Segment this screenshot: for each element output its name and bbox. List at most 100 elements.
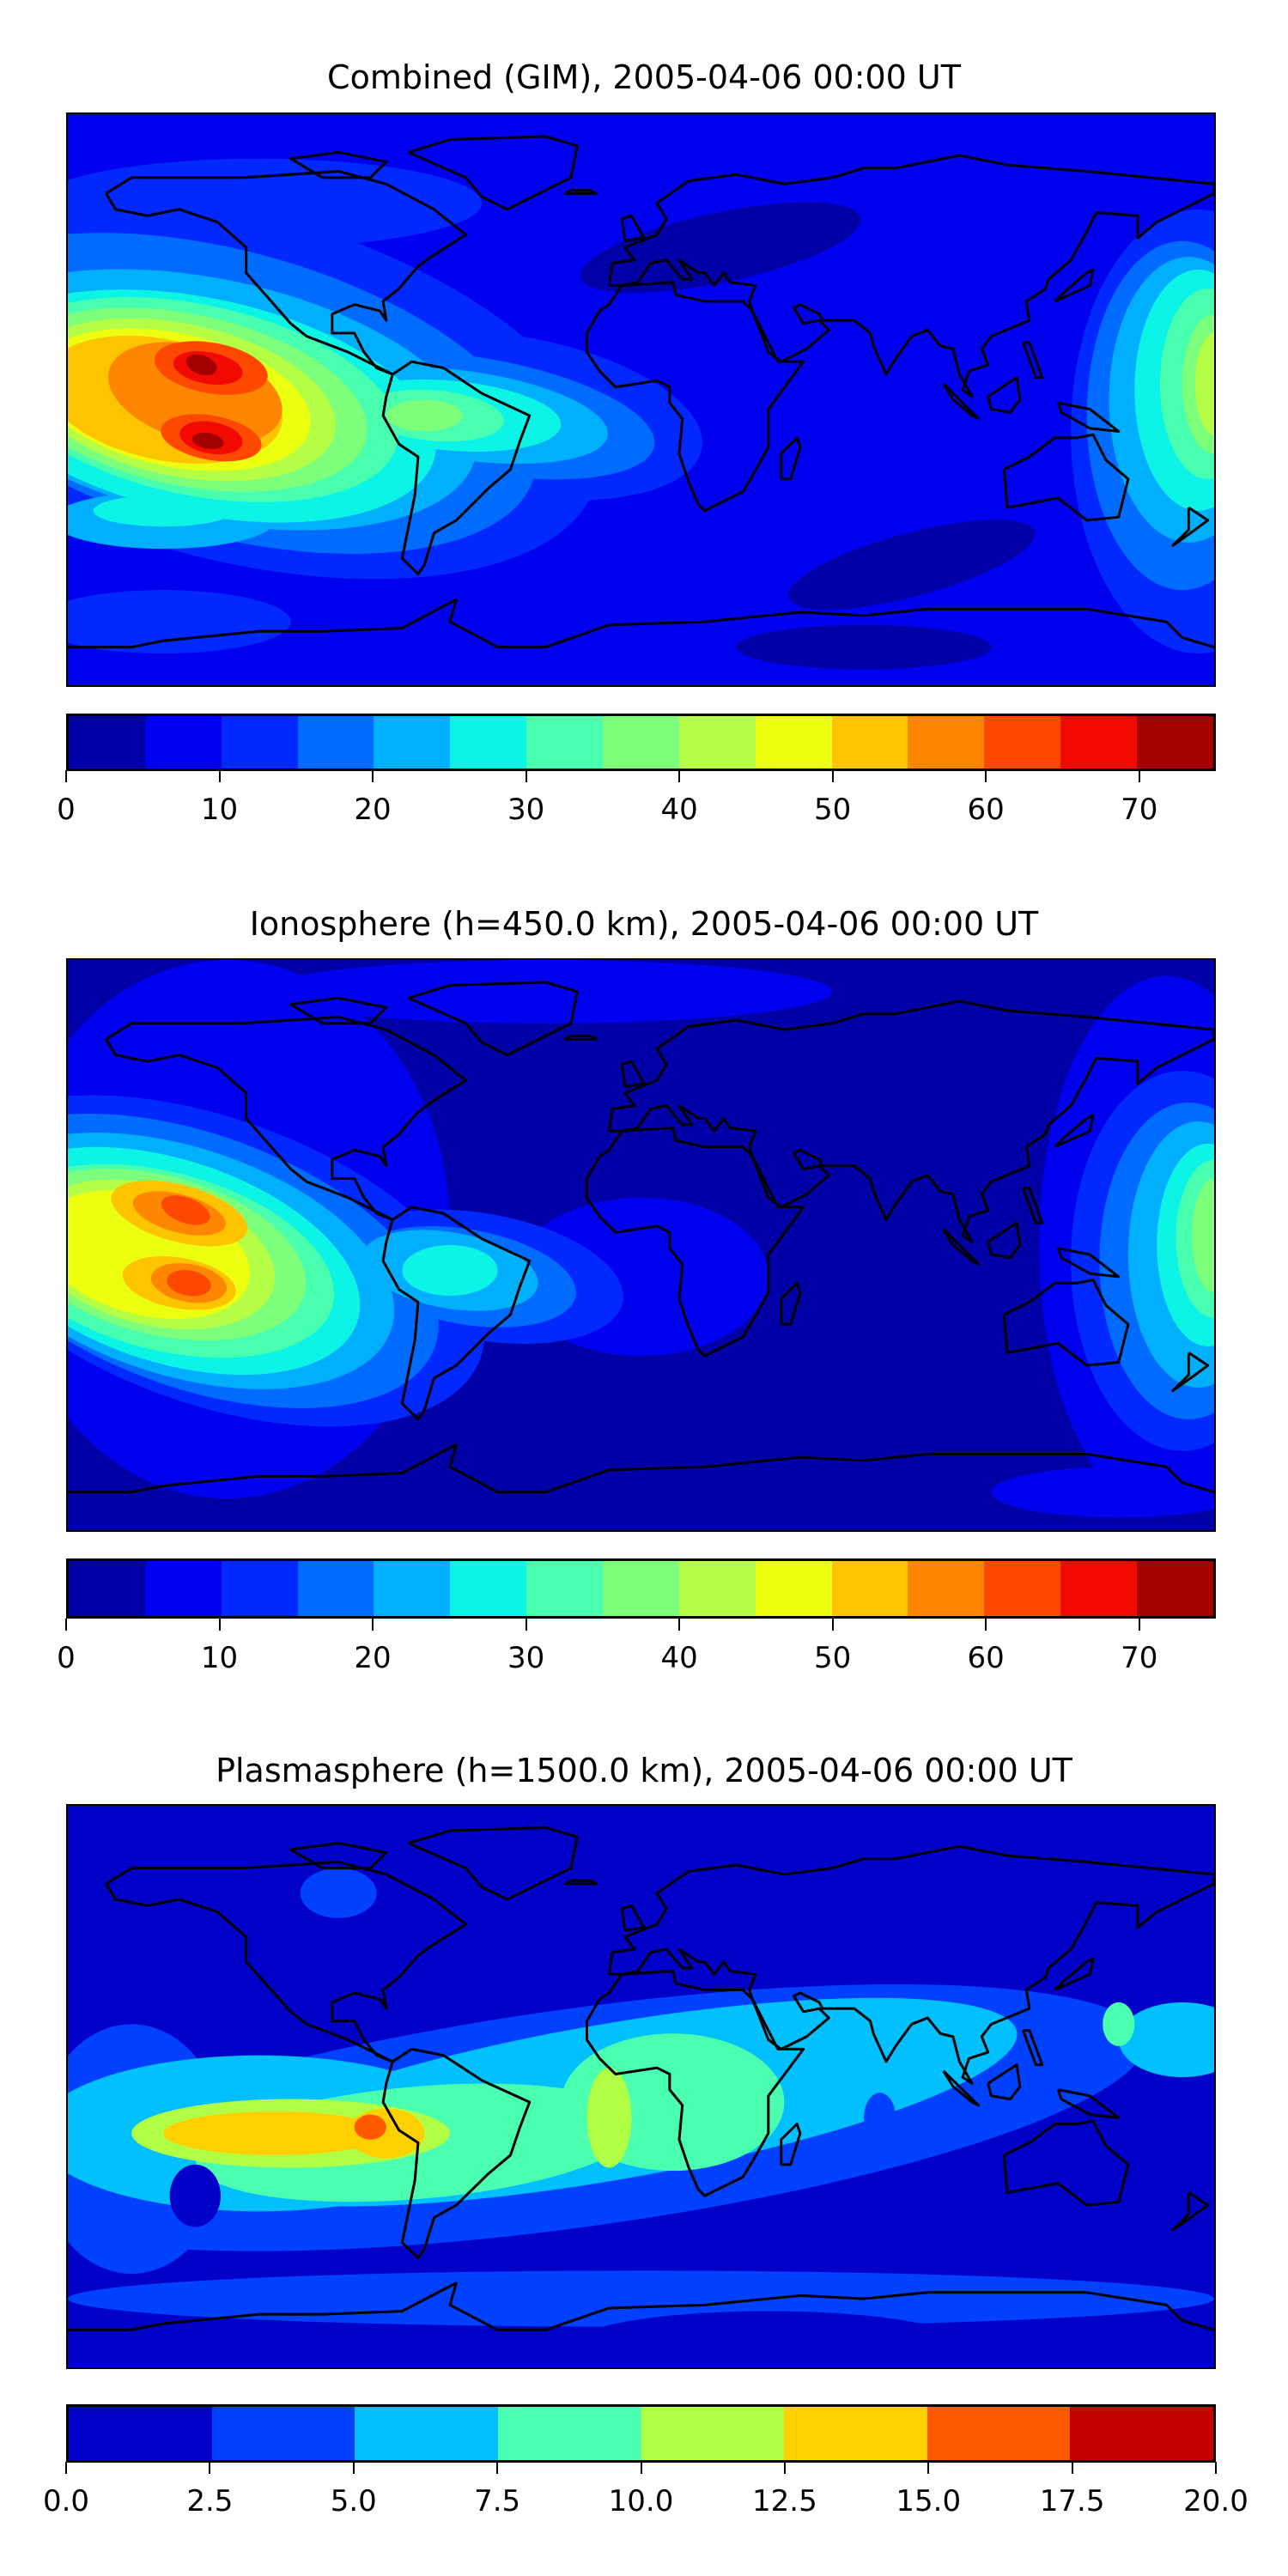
coastline bbox=[383, 361, 530, 574]
coastline bbox=[622, 216, 644, 241]
coastline bbox=[1055, 270, 1094, 301]
coastline bbox=[1024, 1188, 1042, 1224]
contour-region-level-2 bbox=[1118, 2002, 1214, 2078]
coastline bbox=[68, 1444, 1214, 1492]
colorbar-tick-label: 70 bbox=[1121, 1641, 1158, 1675]
contour-region-level-4 bbox=[586, 2068, 632, 2168]
coastline bbox=[1173, 507, 1208, 545]
colorbar-segment-60-65 bbox=[984, 716, 1061, 769]
colorbar-tick-mark bbox=[218, 770, 221, 782]
colorbar-tick-label: 50 bbox=[814, 793, 852, 827]
colorbar-tick-label: 30 bbox=[507, 793, 545, 827]
contour-region-level-1 bbox=[258, 960, 832, 1024]
panel-1-map bbox=[66, 112, 1216, 687]
contour-region-level-0 bbox=[788, 519, 1036, 610]
coastline bbox=[944, 384, 979, 419]
coastline bbox=[781, 1283, 800, 1324]
colorbar-tick-mark bbox=[985, 1619, 987, 1631]
colorbar-tick-label: 0 bbox=[57, 793, 76, 827]
colorbar-tick-label: 70 bbox=[1121, 793, 1158, 827]
colorbar-segment-0-5 bbox=[69, 716, 145, 769]
contour-region-level-5 bbox=[402, 1245, 498, 1297]
colorbar-tick-mark bbox=[640, 2462, 642, 2474]
coastline bbox=[609, 155, 1214, 397]
coastline bbox=[1058, 1249, 1118, 1277]
panel-2-colorbar-ticks: 0 10 20 30 40 50 60 70 bbox=[57, 1619, 1216, 1679]
colorbar-tick-mark bbox=[678, 1619, 681, 1631]
coastline bbox=[291, 1844, 386, 1868]
colorbar-segment-45-50 bbox=[755, 1561, 832, 1616]
colorbar-tick-label: 20.0 bbox=[1183, 2484, 1249, 2518]
colorbar-tick-label: 5.0 bbox=[330, 2484, 377, 2518]
contour-region-level-5 bbox=[93, 495, 234, 527]
colorbar-segment-0-2.5 bbox=[69, 2407, 212, 2460]
panel-1-colorbar bbox=[66, 714, 1216, 771]
colorbar-segment-25-30 bbox=[450, 1561, 527, 1616]
colorbar-segment-20-25 bbox=[374, 716, 451, 769]
contour-region-level-3 bbox=[1103, 2002, 1135, 2046]
panel-1-colorbar-ticks: 0 10 20 30 40 50 60 70 bbox=[57, 770, 1216, 830]
colorbar-segment-30-35 bbox=[526, 1561, 604, 1616]
panel-3-title: Plasmasphere (h=1500.0 km), 2005-04-06 0… bbox=[216, 1752, 1072, 1789]
coastline bbox=[1058, 2090, 1118, 2118]
contour-region-level-7 bbox=[1192, 1178, 1214, 1293]
contour-region-level-1 bbox=[68, 2270, 1214, 2327]
colorbar-tick-mark bbox=[218, 1619, 221, 1631]
colorbar-tick-mark bbox=[1138, 1619, 1140, 1631]
coastline bbox=[383, 2049, 530, 2257]
colorbar-tick-mark bbox=[496, 2462, 499, 2474]
coastline bbox=[565, 1880, 597, 1884]
colorbar-tick-label: 40 bbox=[660, 1641, 698, 1675]
coastline bbox=[1004, 2121, 1128, 2205]
contour-region-level-1 bbox=[300, 1868, 377, 1918]
contour-region-level-0 bbox=[580, 202, 861, 293]
panel-3-colorbar-ticks: 0.0 2.5 5.0 7.5 10.0 12.5 15.0 17.5 20.0 bbox=[43, 2462, 1249, 2522]
coastline bbox=[1173, 1352, 1208, 1390]
coastline bbox=[106, 1862, 466, 2062]
panel-2-colorbar bbox=[66, 1558, 1216, 1619]
colorbar-tick-label: 10.0 bbox=[608, 2484, 674, 2518]
colorbar-segment-17.5-20 bbox=[1070, 2407, 1213, 2460]
coastline bbox=[68, 2283, 1214, 2330]
coastline bbox=[609, 1846, 1214, 2083]
colorbar-segment-35-40 bbox=[603, 716, 679, 769]
panel-2-map bbox=[66, 958, 1216, 1532]
coastline bbox=[409, 982, 578, 1055]
colorbar-segment-25-30 bbox=[450, 716, 527, 769]
contour-map bbox=[68, 114, 1214, 685]
contour-region-level-6 bbox=[354, 2114, 386, 2140]
contour-region-level-0 bbox=[577, 2311, 960, 2367]
contour-region-level-7 bbox=[386, 399, 463, 432]
colorbar-tick-label: 40 bbox=[660, 793, 698, 827]
coastline bbox=[106, 1017, 466, 1219]
coastline bbox=[68, 599, 1214, 647]
panel-3-colorbar bbox=[66, 2404, 1216, 2463]
coastline bbox=[409, 137, 578, 210]
coastline bbox=[291, 152, 386, 178]
colorbar-tick-label: 60 bbox=[967, 793, 1005, 827]
colorbar-segment-5-7.5 bbox=[355, 2407, 498, 2460]
coastline bbox=[1055, 1115, 1094, 1147]
coastline bbox=[291, 998, 386, 1024]
coastline bbox=[988, 378, 1020, 413]
colorbar-tick-label: 7.5 bbox=[474, 2484, 521, 2518]
contour-region-level-2 bbox=[68, 590, 291, 654]
colorbar-segment-35-40 bbox=[603, 1561, 679, 1616]
colorbar-tick-mark bbox=[525, 770, 527, 782]
contour-region-level-8 bbox=[1194, 332, 1214, 435]
colorbar-segment-65-70 bbox=[1060, 716, 1138, 769]
colorbar-segment-60-65 bbox=[984, 1561, 1061, 1616]
coastline bbox=[1058, 403, 1118, 431]
coastline bbox=[944, 2071, 979, 2105]
colorbar-segment-10-15 bbox=[221, 716, 298, 769]
colorbar-segment-70-75 bbox=[1137, 1561, 1213, 1616]
contour-region-level-0 bbox=[169, 2164, 221, 2227]
colorbar-tick-mark bbox=[678, 770, 681, 782]
colorbar-segment-5-10 bbox=[144, 716, 222, 769]
contour-region-level-12 bbox=[161, 1195, 210, 1225]
colorbar-tick-mark bbox=[927, 2462, 930, 2474]
colorbar-segment-5-10 bbox=[144, 1561, 222, 1616]
colorbar-segment-15-20 bbox=[297, 716, 374, 769]
contour-region-level-12 bbox=[167, 1270, 211, 1297]
coastline bbox=[1004, 1280, 1128, 1366]
